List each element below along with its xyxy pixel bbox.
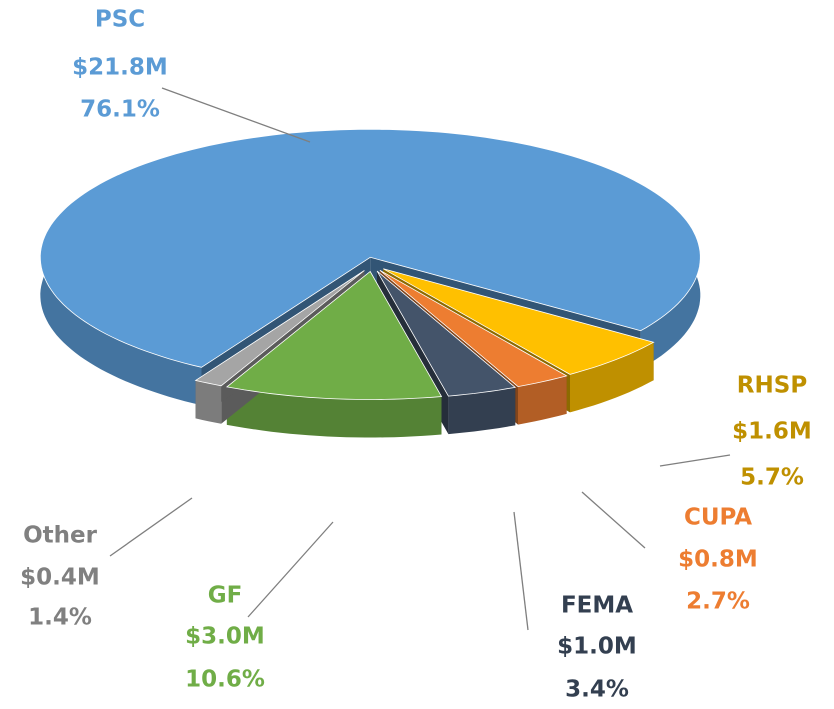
amount-label: $3.0M [185, 624, 265, 650]
leader-line [659, 454, 731, 467]
slice [39, 128, 701, 368]
leader-line [161, 87, 311, 143]
slice [376, 270, 517, 397]
slice [383, 268, 655, 375]
slice-tops [39, 128, 701, 400]
category-label: FEMA [561, 593, 633, 619]
amount-label: $0.8M [678, 547, 758, 573]
category-label: CUPA [684, 505, 752, 531]
category-label: Other [23, 523, 98, 549]
leader-line [109, 497, 193, 557]
leader-line [513, 511, 529, 631]
amount-label: $0.4M [20, 565, 100, 591]
slice [225, 270, 443, 400]
slice-wall [570, 342, 654, 413]
leader-line [581, 491, 646, 549]
category-label: RHSP [737, 373, 807, 399]
amount-label: $1.6M [732, 419, 812, 445]
amount-label: $1.0M [557, 634, 637, 660]
slice-wall [518, 375, 567, 425]
category-label: PSC [95, 7, 145, 33]
amount-label: $21.8M [72, 55, 168, 81]
percent-label: 3.4% [565, 677, 629, 703]
slice-wall [195, 380, 222, 424]
slice-wall [448, 387, 516, 435]
percent-label: 5.7% [740, 465, 804, 491]
percent-label: 1.4% [28, 605, 92, 631]
percent-label: 2.7% [686, 589, 750, 615]
slice [379, 269, 568, 388]
percent-label: 10.6% [185, 667, 265, 693]
percent-label: 76.1% [80, 97, 160, 123]
leader-line [247, 521, 334, 618]
category-label: GF [208, 583, 243, 609]
slice [194, 270, 365, 387]
